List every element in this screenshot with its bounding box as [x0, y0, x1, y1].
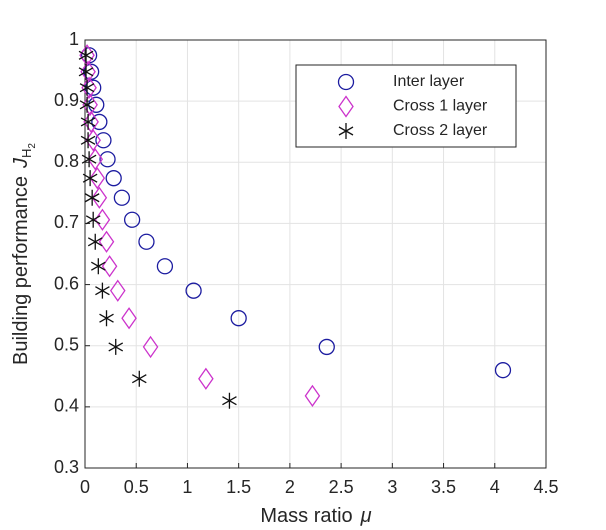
point: [89, 167, 106, 190]
y-tick-label: 0.9: [54, 90, 79, 110]
x-tick-label: 4: [490, 477, 500, 497]
legend-marker: [337, 73, 355, 91]
point: [109, 279, 126, 302]
legend-box: [295, 64, 517, 148]
legend-label: Inter layer: [393, 73, 465, 90]
point: [99, 310, 114, 327]
point: [85, 211, 101, 228]
point: [78, 47, 94, 64]
x-tick-label: 3.5: [431, 477, 456, 497]
point: [90, 258, 106, 275]
point: [156, 258, 174, 275]
y-tick-label: 0.8: [54, 151, 79, 171]
point: [185, 282, 202, 299]
point: [99, 151, 116, 168]
point: [82, 63, 100, 80]
point: [494, 362, 512, 379]
point: [91, 186, 108, 209]
point: [108, 338, 124, 355]
y-tick-label: 1: [69, 29, 79, 49]
point: [82, 93, 98, 116]
legend-marker: [338, 123, 354, 139]
point: [79, 96, 95, 113]
legend-marker: [338, 95, 354, 118]
point: [198, 367, 214, 390]
point: [80, 113, 96, 130]
point: [84, 189, 100, 206]
x-tick-label: 3: [387, 477, 397, 497]
legend-label: Cross 1 layer: [393, 98, 488, 115]
x-tick-label: 1: [182, 477, 192, 497]
point: [78, 63, 94, 80]
point: [83, 110, 99, 134]
point: [222, 392, 237, 409]
point: [91, 113, 108, 131]
x-tick-label: 2.5: [329, 477, 354, 497]
point: [95, 282, 110, 299]
y-tick-label: 0.4: [54, 396, 79, 416]
x-tick-label: 0.5: [124, 477, 149, 497]
x-axis-label: Mass ratio μ: [260, 505, 371, 527]
x-tick-label: 0: [80, 477, 90, 497]
point: [87, 233, 103, 250]
point: [142, 335, 159, 359]
point: [79, 79, 95, 96]
legend-label: Cross 2 layer: [393, 122, 488, 139]
x-tick-label: 2: [285, 477, 295, 497]
point: [80, 132, 96, 149]
point: [82, 170, 98, 187]
point: [105, 170, 122, 187]
point: [88, 96, 105, 113]
point: [87, 148, 104, 171]
y-tick-label: 0.3: [54, 457, 79, 477]
point: [230, 310, 247, 327]
point: [121, 307, 137, 330]
point: [113, 189, 131, 206]
y-axis-label: Building performanceJH2: [10, 143, 37, 365]
x-tick-label: 1.5: [226, 477, 251, 497]
point: [95, 132, 112, 149]
point: [138, 233, 155, 250]
y-tick-label: 0.6: [54, 273, 79, 293]
y-tick-label: 0.7: [54, 212, 79, 232]
point: [123, 211, 141, 228]
point: [85, 79, 102, 96]
point: [304, 384, 321, 407]
plot-frame: [84, 39, 547, 469]
point: [131, 370, 147, 387]
point: [318, 338, 335, 356]
y-tick-label: 0.5: [54, 334, 79, 354]
point: [81, 151, 97, 168]
x-tick-label: 4.5: [533, 477, 558, 497]
